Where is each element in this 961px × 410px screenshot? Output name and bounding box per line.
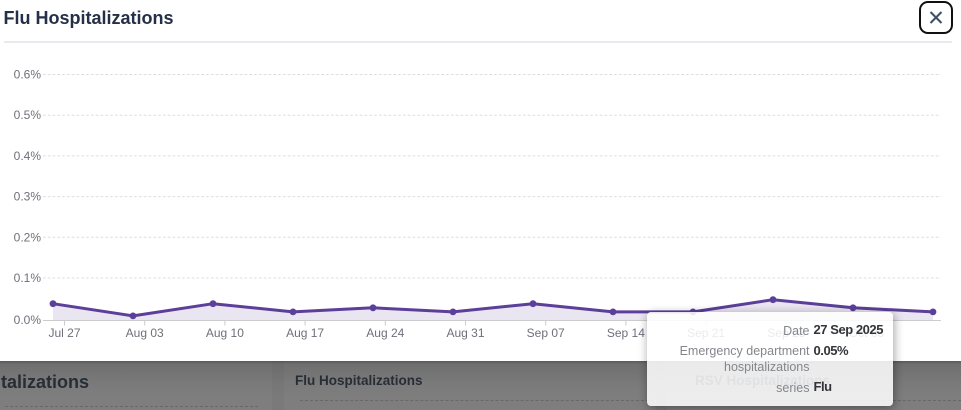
- svg-text:0.2%: 0.2%: [14, 230, 42, 244]
- svg-text:0.0%: 0.0%: [14, 313, 42, 327]
- svg-text:Sep 14: Sep 14: [607, 326, 645, 340]
- svg-text:Sep 07: Sep 07: [527, 326, 565, 340]
- svg-text:0.1%: 0.1%: [14, 271, 42, 285]
- svg-text:0.5%: 0.5%: [14, 108, 42, 122]
- svg-text:Jul 27: Jul 27: [48, 326, 80, 340]
- svg-text:Aug 03: Aug 03: [126, 326, 164, 340]
- svg-text:Aug 17: Aug 17: [286, 326, 324, 340]
- svg-text:Aug 10: Aug 10: [206, 326, 244, 340]
- svg-text:0.6%: 0.6%: [14, 68, 42, 82]
- svg-text:0.4%: 0.4%: [14, 149, 42, 163]
- svg-text:Aug 31: Aug 31: [446, 326, 484, 340]
- svg-text:0.3%: 0.3%: [14, 190, 42, 204]
- svg-text:Aug 24: Aug 24: [366, 326, 404, 340]
